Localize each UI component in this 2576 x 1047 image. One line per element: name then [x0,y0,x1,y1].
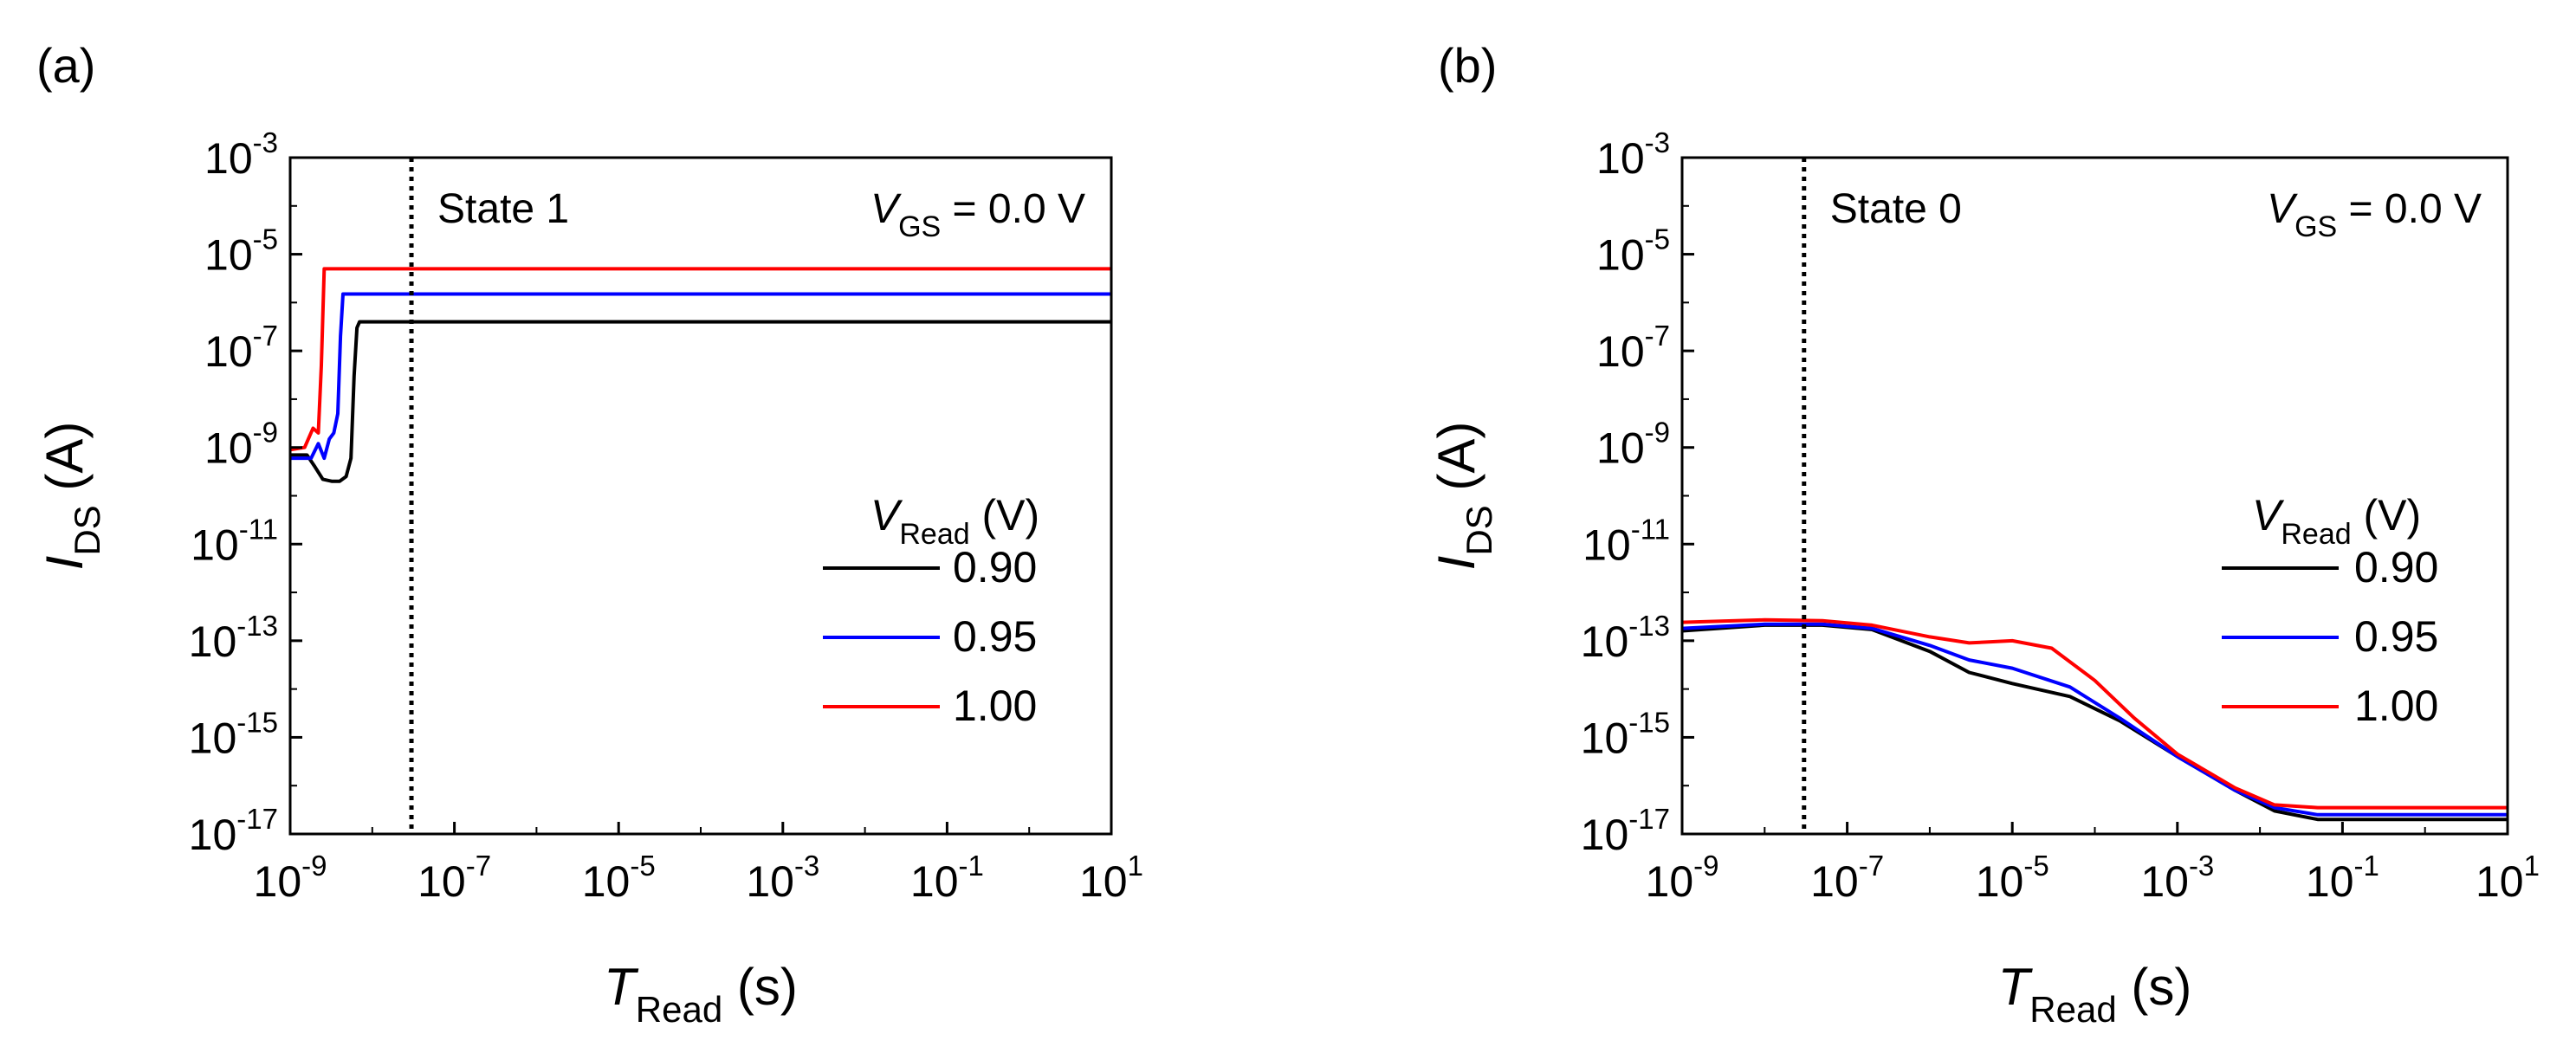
state-label: State 1 [437,186,569,232]
legend-title: VRead (V) [871,491,1039,551]
y-tick-label: 10-13 [189,610,278,666]
y-tick-label: 10-9 [204,417,278,473]
x-axis-label: TRead (s) [1998,958,2192,1030]
state-label: State 0 [1830,186,1962,232]
series-line-1.00 [290,267,1111,452]
y-tick-label: 10-15 [1581,706,1670,762]
x-tick-label: 10-3 [746,850,819,906]
x-tick-label: 101 [2476,850,2540,906]
legend-entry-label: 1.00 [953,682,1037,730]
y-tick-label: 10-3 [204,126,278,183]
series-line-1.00 [1682,617,2508,810]
vgs-label: VGS = 0.0 V [871,186,1085,243]
chart-panel-b: (b) 10-9 10-7 10-5 10-3 10-1 101 10-3 10-5 10-7 10… [1427,38,2540,1030]
panel-label: (a) [36,38,95,93]
y-axis-label: IDS (A) [1427,422,1499,571]
y-tick-label: 10-9 [1596,417,1670,473]
y-tick-label: 10-11 [191,513,278,569]
vgs-label: VGS = 0.0 V [2267,186,2482,243]
legend-entry-label: 0.90 [2354,543,2438,591]
y-tick-label: 10-17 [189,803,278,859]
y-tick-label: 10-13 [1581,610,1670,666]
legend-entry-label: 0.95 [953,612,1037,661]
x-tick-label: 10-5 [1976,850,2049,906]
y-tick-label: 10-3 [1596,126,1670,183]
y-tick-label: 10-7 [204,320,278,376]
legend-title: VRead (V) [2252,491,2421,551]
series-line-0.95 [1682,622,2508,817]
panel-label: (b) [1438,38,1497,93]
legend: VRead (V)0.90 0.95 1.00 [823,491,1039,730]
x-tick-label: 10-9 [1646,850,1719,906]
y-axis-label: IDS (A) [36,422,107,571]
y-tick-label: 10-15 [189,706,278,762]
legend-entry-label: 0.95 [2354,612,2438,661]
y-tick-label: 10-17 [1581,803,1670,859]
x-tick-label: 10-7 [1810,850,1884,906]
legend-entry-label: 0.90 [953,543,1037,591]
x-tick-label: 101 [1079,850,1143,906]
x-tick-label: 10-1 [2306,850,2379,906]
legend: VRead (V)0.90 0.95 1.00 [2222,491,2438,730]
y-tick-label: 10-7 [1596,320,1670,376]
x-tick-label: 10-7 [417,850,491,906]
series-line-0.95 [290,292,1111,461]
x-tick-label: 10-3 [2140,850,2214,906]
y-tick-label: 10-11 [1582,513,1670,569]
legend-entry-label: 1.00 [2354,682,2438,730]
chart-panel-a: (a) 10-9 10-7 10-5 10-3 10-1 101 10-3 10-5 10-7 10… [36,38,1143,1030]
x-axis-label: TRead (s) [604,958,798,1030]
x-tick-label: 10-1 [910,850,984,906]
series-line-0.90 [290,320,1111,483]
y-tick-label: 10-5 [1596,223,1670,280]
x-tick-label: 10-9 [254,850,327,906]
x-tick-label: 10-5 [582,850,656,906]
y-tick-label: 10-5 [204,223,278,280]
